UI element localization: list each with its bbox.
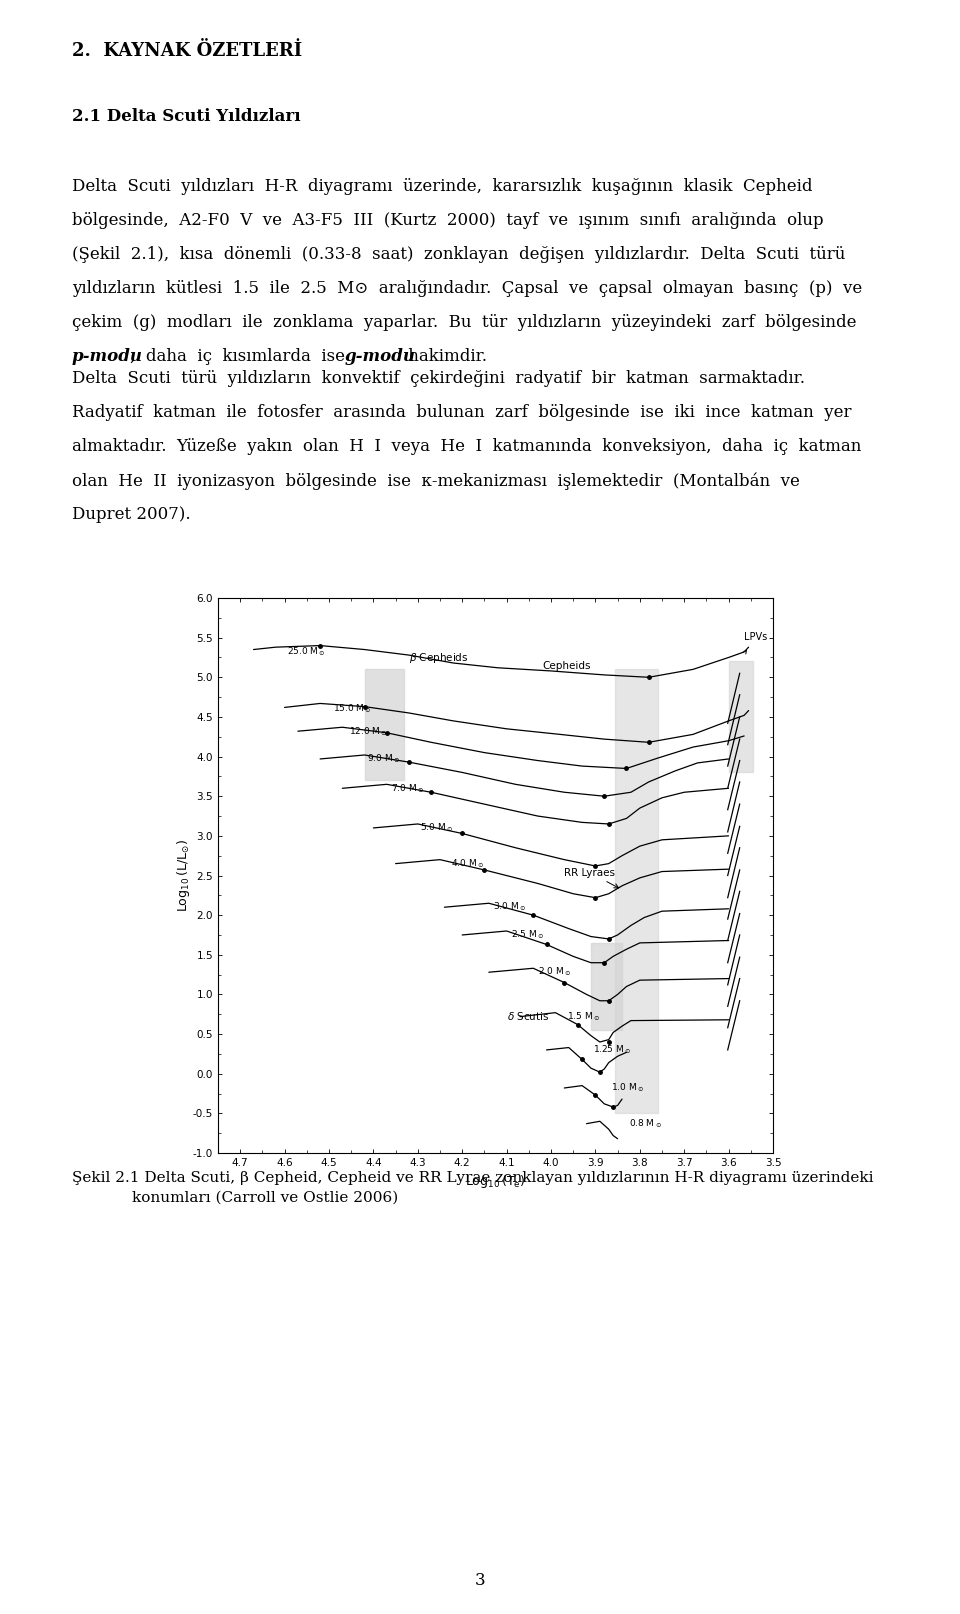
Text: 1.5 M$_\odot$: 1.5 M$_\odot$ [566,1010,600,1023]
Text: 2.  KAYNAK ÖZETLERİ: 2. KAYNAK ÖZETLERİ [72,42,302,60]
Text: $\delta$ Scutis: $\delta$ Scutis [507,1010,549,1022]
Text: RR Lyraes: RR Lyraes [564,867,618,888]
X-axis label: $\mathrm{Log_{10}\,(T_e)}$: $\mathrm{Log_{10}\,(T_e)}$ [466,1173,526,1191]
Text: 3: 3 [474,1572,486,1590]
Polygon shape [729,662,753,773]
Text: 9.0 M$_\odot$: 9.0 M$_\odot$ [367,752,399,765]
Text: LPVs: LPVs [744,631,767,642]
Text: 25.0 M$_\odot$: 25.0 M$_\odot$ [287,646,325,659]
Text: 2.1 Delta Scuti Yıldızları: 2.1 Delta Scuti Yıldızları [72,108,300,124]
Text: olan  He  II  iyonizasyon  bölgesinde  ise  κ-mekanizması  işlemektedir  (Montal: olan He II iyonizasyon bölgesinde ise κ-… [72,471,800,489]
Polygon shape [365,670,404,780]
Text: 5.0 M$_\odot$: 5.0 M$_\odot$ [420,822,453,834]
Text: Radyatif  katman  ile  fotosfer  arasında  bulunan  zarf  bölgesinde  ise  iki  : Radyatif katman ile fotosfer arasında bu… [72,404,852,421]
Text: Cepheids: Cepheids [542,662,590,671]
Text: 2.0 M$_\odot$: 2.0 M$_\odot$ [538,965,571,978]
Text: hakimdir.: hakimdir. [403,349,487,365]
Y-axis label: $\mathrm{Log_{10}\,(L/L_{\odot})}$: $\mathrm{Log_{10}\,(L/L_{\odot})}$ [175,839,191,912]
Text: 1.25 M$_\odot$: 1.25 M$_\odot$ [593,1044,632,1056]
Text: 15.0 M$_\odot$: 15.0 M$_\odot$ [333,702,372,715]
Text: 0.8 M$_\odot$: 0.8 M$_\odot$ [629,1117,661,1130]
Text: çekim  (g)  modları  ile  zonklama  yaparlar.  Bu  tür  yıldızların  yüzeyindeki: çekim (g) modları ile zonklama yaparlar.… [72,315,856,331]
Text: $\beta$ Cepheids: $\beta$ Cepheids [409,652,468,665]
Text: almaktadır.  Yüzeße  yakın  olan  H  I  veya  He  I  katmanında  konveksiyon,  d: almaktadır. Yüzeße yakın olan H I veya H… [72,437,861,455]
Polygon shape [591,943,622,1030]
Text: g-modu: g-modu [345,349,416,365]
Text: 3.0 M$_\odot$: 3.0 M$_\odot$ [493,901,526,914]
Polygon shape [615,670,658,1114]
Text: bölgesinde,  A2-F0  V  ve  A3-F5  III  (Kurtz  2000)  tayf  ve  ışınım  sınıfı  : bölgesinde, A2-F0 V ve A3-F5 III (Kurtz … [72,211,824,229]
Text: Delta  Scuti  yıldızları  H-R  diyagramı  üzerinde,  kararsızlık  kuşağının  kla: Delta Scuti yıldızları H-R diyagramı üze… [72,178,812,195]
Text: konumları (Carroll ve Ostlie 2006): konumları (Carroll ve Ostlie 2006) [132,1191,398,1206]
Text: ,  daha  iç  kısımlarda  ise: , daha iç kısımlarda ise [130,349,355,365]
Text: p-modu: p-modu [72,349,143,365]
Text: 1.0 M$_\odot$: 1.0 M$_\odot$ [611,1081,644,1094]
Text: Dupret 2007).: Dupret 2007). [72,507,191,523]
Text: 12.0 M$_\odot$: 12.0 M$_\odot$ [349,726,388,738]
Text: 4.0 M$_\odot$: 4.0 M$_\odot$ [451,857,484,870]
Text: 7.0 M$_\odot$: 7.0 M$_\odot$ [391,783,424,794]
Text: yıldızların  kütlesi  1.5  ile  2.5  M⊙  aralığındadır.  Çapsal  ve  çapsal  olm: yıldızların kütlesi 1.5 ile 2.5 M⊙ aralı… [72,279,862,297]
Text: (Şekil  2.1),  kısa  dönemli  (0.33-8  saat)  zonklayan  değişen  yıldızlardır. : (Şekil 2.1), kısa dönemli (0.33-8 saat) … [72,245,846,263]
Text: Delta  Scuti  türü  yıldızların  konvektif  çekirdeğini  radyatif  bir  katman  : Delta Scuti türü yıldızların konvektif ç… [72,370,805,387]
Text: Şekil 2.1 Delta Scuti, β Cepheid, Cepheid ve RR Lyrae zonklayan yıldızlarının H-: Şekil 2.1 Delta Scuti, β Cepheid, Cephei… [72,1172,874,1185]
Text: 2.5 M$_\odot$: 2.5 M$_\odot$ [511,928,544,941]
